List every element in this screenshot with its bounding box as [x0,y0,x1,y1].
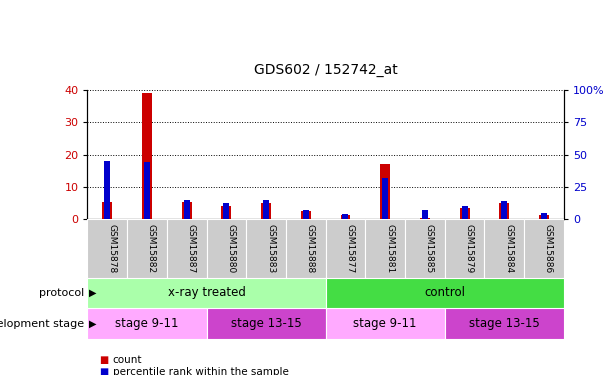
Bar [341,214,350,219]
Bar [461,206,467,219]
Text: stage 13-15: stage 13-15 [231,317,302,330]
Bar [484,219,524,278]
Bar [303,210,309,219]
Text: GSM15878: GSM15878 [107,224,116,273]
Bar [445,219,484,278]
Text: x-ray treated: x-ray treated [168,286,245,299]
Text: GSM15881: GSM15881 [385,224,394,273]
Bar [206,308,326,339]
Bar [286,219,326,278]
Bar [420,218,430,219]
Text: GDS602 / 152742_at: GDS602 / 152742_at [254,63,397,77]
Text: control: control [425,286,465,299]
Text: stage 13-15: stage 13-15 [469,317,540,330]
Bar [422,210,428,219]
Bar [445,308,564,339]
Bar [184,200,190,219]
Bar [87,308,206,339]
Text: stage 9-11: stage 9-11 [115,317,178,330]
Bar [263,200,269,219]
Text: ■: ■ [99,367,109,375]
Text: ▶: ▶ [89,288,96,298]
Bar [87,219,127,278]
Text: GSM15883: GSM15883 [266,224,275,273]
Text: GSM15882: GSM15882 [147,224,156,273]
Bar [326,278,564,308]
Bar [127,219,167,278]
Text: GSM15888: GSM15888 [306,224,315,273]
Bar [261,203,271,219]
Text: GSM15880: GSM15880 [226,224,235,273]
Text: stage 9-11: stage 9-11 [353,317,417,330]
Text: percentile rank within the sample: percentile rank within the sample [113,367,289,375]
Bar [142,93,152,219]
Text: GSM15884: GSM15884 [504,224,513,273]
Bar [326,308,445,339]
Bar [382,178,388,219]
Bar [326,219,365,278]
Bar [104,161,110,219]
Bar [405,219,445,278]
Bar [459,208,470,219]
Text: GSM15877: GSM15877 [346,224,355,273]
Text: GSM15886: GSM15886 [544,224,553,273]
Bar [541,213,547,219]
Bar [223,203,229,219]
Text: ▶: ▶ [89,319,96,328]
Bar [182,202,192,219]
Text: GSM15887: GSM15887 [187,224,196,273]
Bar [499,203,509,219]
Text: count: count [113,355,142,364]
Bar [539,214,549,219]
Text: development stage: development stage [0,319,84,328]
Bar [343,214,349,219]
Bar [246,219,286,278]
Bar [380,164,390,219]
Bar [206,219,246,278]
Text: ■: ■ [99,355,109,364]
Text: protocol: protocol [39,288,84,298]
Bar [301,211,311,219]
Bar [103,202,112,219]
Bar [221,206,232,219]
Bar [167,219,207,278]
Bar [144,162,150,219]
Text: GSM15885: GSM15885 [425,224,434,273]
Text: GSM15879: GSM15879 [464,224,473,273]
Bar [501,201,507,219]
Bar [365,219,405,278]
Bar [524,219,564,278]
Bar [87,278,326,308]
